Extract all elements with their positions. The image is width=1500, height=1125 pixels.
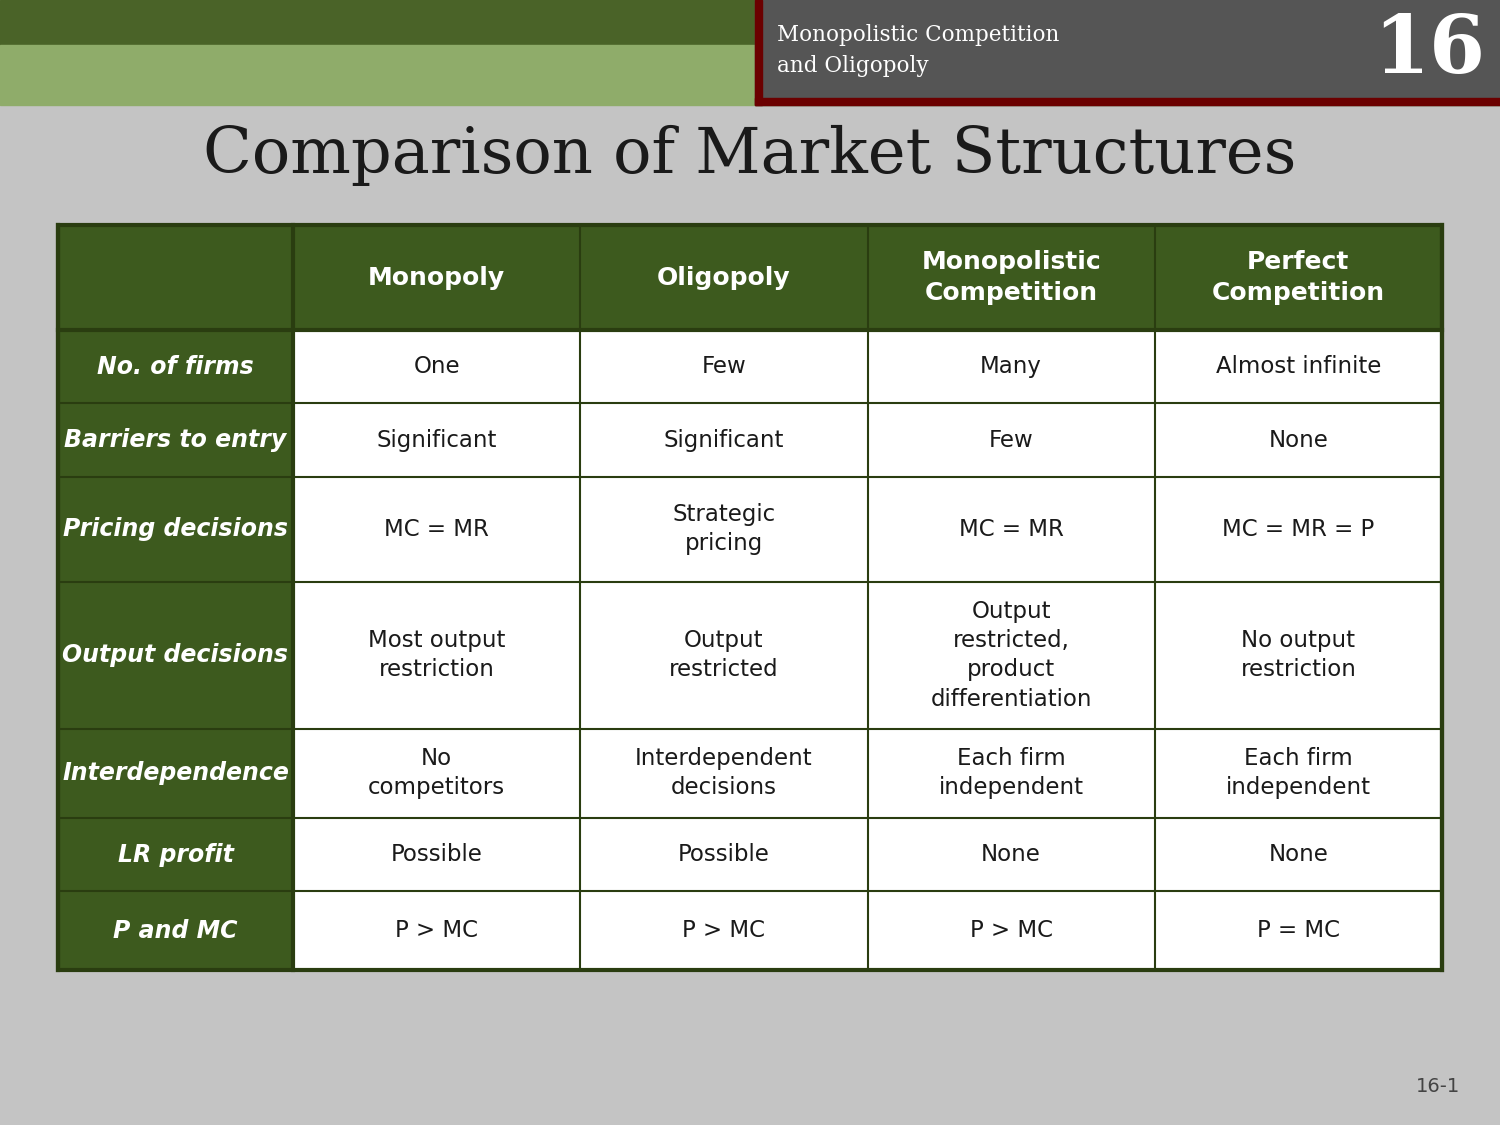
Text: Significant: Significant [663, 429, 784, 451]
Bar [1155, 729, 1442, 818]
Text: Few: Few [702, 356, 747, 378]
Bar [58, 404, 292, 477]
Text: Few: Few [988, 429, 1033, 451]
Text: One: One [414, 356, 460, 378]
Bar [754, 98, 1500, 105]
Bar [292, 330, 580, 404]
Bar [292, 582, 580, 729]
Text: Comparison of Market Structures: Comparison of Market Structures [204, 125, 1296, 186]
Bar [58, 477, 292, 582]
Text: P and MC: P and MC [114, 919, 237, 943]
Bar [867, 477, 1155, 582]
Bar [0, 0, 1500, 45]
Bar [58, 891, 292, 970]
Text: Output
restricted,
product
differentiation: Output restricted, product differentiati… [930, 600, 1092, 711]
Text: Oligopoly: Oligopoly [657, 266, 790, 289]
Bar [58, 330, 292, 404]
Text: Perfect
Competition: Perfect Competition [1212, 250, 1384, 305]
Bar [867, 729, 1155, 818]
Text: P = MC: P = MC [1257, 919, 1340, 942]
Text: No
competitors: No competitors [368, 747, 506, 800]
Text: 16-1: 16-1 [1416, 1078, 1460, 1097]
Text: Almost infinite: Almost infinite [1215, 356, 1382, 378]
Text: Monopolistic Competition
and Oligopoly: Monopolistic Competition and Oligopoly [777, 25, 1059, 76]
Bar [754, 0, 762, 105]
Text: Each firm
independent: Each firm independent [939, 747, 1083, 800]
Text: MC = MR: MC = MR [958, 518, 1064, 541]
Bar [580, 729, 867, 818]
Text: Possible: Possible [678, 843, 770, 866]
Text: LR profit: LR profit [117, 843, 234, 866]
Bar [1155, 330, 1442, 404]
Bar [867, 891, 1155, 970]
Text: None: None [1269, 429, 1329, 451]
Bar [580, 818, 867, 891]
Bar [1155, 891, 1442, 970]
Text: Monopoly: Monopoly [368, 266, 506, 289]
Text: Barriers to entry: Barriers to entry [64, 429, 286, 452]
Text: No. of firms: No. of firms [98, 354, 254, 379]
Bar [867, 330, 1155, 404]
Bar [580, 404, 867, 477]
Text: Many: Many [980, 356, 1042, 378]
Bar [580, 582, 867, 729]
Bar [1155, 477, 1442, 582]
Text: No output
restriction: No output restriction [1240, 629, 1356, 682]
Bar [292, 404, 580, 477]
Text: Most output
restriction: Most output restriction [368, 629, 506, 682]
Bar [580, 477, 867, 582]
Text: 16: 16 [1372, 11, 1485, 90]
Text: Possible: Possible [390, 843, 483, 866]
Text: Output
restricted: Output restricted [669, 629, 778, 682]
Text: Monopolistic
Competition: Monopolistic Competition [921, 250, 1101, 305]
Text: P > MC: P > MC [394, 919, 478, 942]
Text: Strategic
pricing: Strategic pricing [672, 503, 776, 556]
Bar [867, 225, 1155, 330]
Bar [580, 330, 867, 404]
Bar [58, 729, 292, 818]
Text: P > MC: P > MC [682, 919, 765, 942]
Bar [292, 225, 580, 330]
Text: Output decisions: Output decisions [63, 644, 288, 667]
Bar [292, 729, 580, 818]
Text: MC = MR = P: MC = MR = P [1222, 518, 1374, 541]
Text: None: None [981, 843, 1041, 866]
Bar [1155, 225, 1442, 330]
Bar [867, 818, 1155, 891]
Bar [292, 891, 580, 970]
Bar [58, 225, 292, 330]
Text: P > MC: P > MC [969, 919, 1053, 942]
Bar [0, 45, 1500, 105]
Bar [754, 0, 1500, 105]
Text: Significant: Significant [376, 429, 496, 451]
Text: None: None [1269, 843, 1329, 866]
Bar [58, 582, 292, 729]
Bar [580, 225, 867, 330]
Bar [58, 818, 292, 891]
Bar [867, 582, 1155, 729]
Bar [1155, 818, 1442, 891]
Bar [292, 818, 580, 891]
Text: MC = MR: MC = MR [384, 518, 489, 541]
Text: Pricing decisions: Pricing decisions [63, 518, 288, 541]
Text: Interdependent
decisions: Interdependent decisions [634, 747, 813, 800]
Bar [580, 891, 867, 970]
Bar [58, 225, 1442, 970]
Bar [292, 477, 580, 582]
Bar [1155, 582, 1442, 729]
Text: Each firm
independent: Each firm independent [1226, 747, 1371, 800]
Bar [1155, 404, 1442, 477]
Bar [867, 404, 1155, 477]
Text: Interdependence: Interdependence [62, 762, 290, 785]
